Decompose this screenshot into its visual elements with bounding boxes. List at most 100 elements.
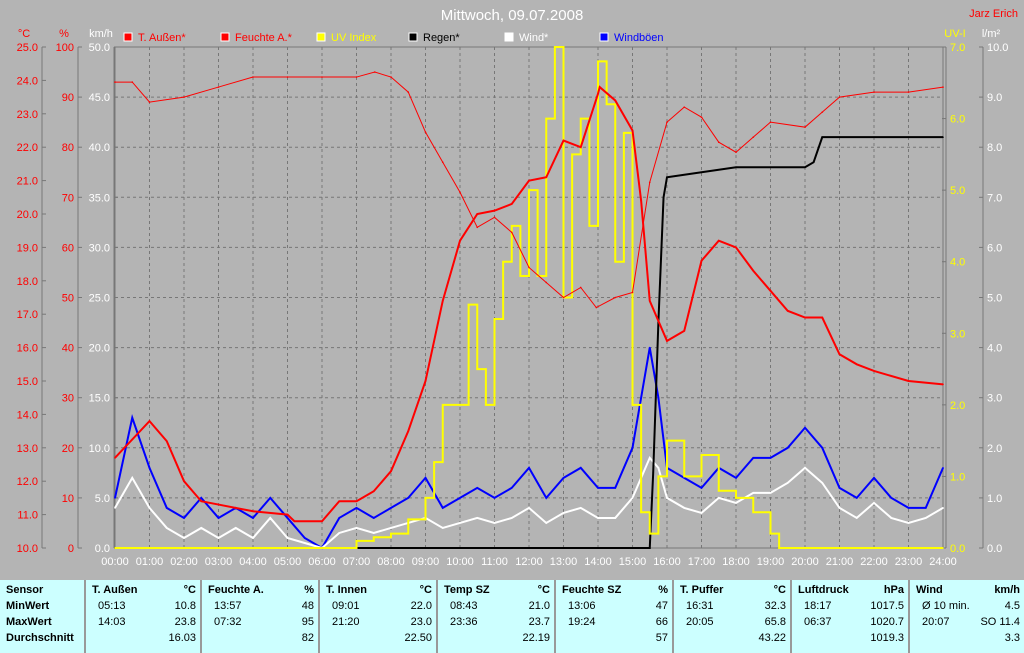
series-wind-point [683,507,686,509]
max-value: 66 [655,616,668,628]
series-temp-point [476,213,479,215]
humidity-tick-label: 60 [62,242,74,254]
legend-swatch [504,32,514,42]
series-wind-point [338,517,341,519]
series-wind-point [234,527,237,529]
series-wind-point [855,517,858,519]
wind-tick-label: 35.0 [89,192,110,204]
series-wind-point [804,467,806,469]
series-humidity-point [131,81,134,83]
series-uv-point [372,536,375,539]
temp-tick-label: 22.0 [17,142,38,154]
series-humidity-point [355,76,358,78]
series-uv-point [666,439,668,442]
series-wind-point [183,517,185,519]
uv-tick-label: 3.0 [950,328,965,340]
series-wind-point [648,457,651,459]
series-wind-point [769,457,772,459]
uv-tick-label: 6.0 [950,114,965,126]
temp-tick-label: 13.0 [17,443,38,455]
rain-tick-label: 7.0 [987,192,1002,204]
series-uv-point [648,532,651,535]
series-uv-point [424,497,427,499]
humidity-tick-label: 100 [56,42,74,54]
series-temp-point [579,146,582,148]
wind-tick-label: 15.0 [89,393,110,405]
series-wind-point [942,467,944,469]
rain-unit-label: l/m² [982,28,1001,40]
temp-tick-label: 17.0 [17,309,38,321]
series-humidity-point [493,216,496,219]
x-tick-label: 03:00 [205,556,233,568]
sensor-name: T. Außen [92,584,138,596]
series-wind-point [407,497,410,499]
x-tick-label: 12:00 [515,556,543,568]
series-wind-line [114,455,944,550]
series-uv-point [942,547,944,549]
avg-value: 22.19 [522,632,550,644]
series-temp-point [183,480,185,483]
max-time: 06:37 [804,616,832,628]
series-wind-point [269,497,272,499]
avg-value: 16.03 [168,632,196,644]
series-temp-point [821,316,824,319]
series-wind-point [165,527,168,529]
series-humidity-point [476,226,479,229]
series-wind-point [131,477,134,479]
series-temp-point [165,440,168,442]
series-humidity-point [579,286,582,289]
humidity-tick-label: 50 [62,293,74,305]
series-wind-point [528,507,530,509]
series-temp-point [683,330,686,332]
series-uv-point [459,404,461,406]
series-wind-point [873,502,875,504]
series-wind-point [821,482,824,484]
series-humidity-point [321,76,323,78]
x-tick-label: 14:00 [584,556,612,568]
x-tick-label: 08:00 [377,556,405,568]
series-wind-point [657,467,660,469]
stats-column: Feuchte SZ% 13:06 47 19:24 66 57 [556,580,674,653]
stats-table: Sensor MinWert MaxWert Durchschnitt T. A… [0,580,1024,653]
min-value: 47 [655,600,668,612]
x-tick-label: 04:00 [239,556,267,568]
series-temp-point [114,457,116,459]
humidity-tick-label: 30 [62,393,74,405]
max-value: 1020.7 [870,616,904,628]
series-wind-point [372,517,375,519]
legend-swatch [220,32,230,42]
series-temp-point [631,129,634,132]
series-temp-point [293,520,296,523]
series-wind-point [252,537,254,539]
series-temp-point [545,176,548,179]
wind-tick-label: 25.0 [89,293,110,305]
series-wind-point [631,447,634,449]
temp-tick-label: 25.0 [17,42,38,54]
series-wind-point [510,517,513,519]
series-humidity-point [631,291,634,294]
series-humidity-point [373,71,376,73]
series-humidity-point [648,181,651,184]
series-wind-point [441,507,444,509]
series-uv-point [441,404,444,406]
row-label: Sensor [6,584,44,596]
series-temp-point [804,316,806,319]
min-value: 1017.5 [870,600,904,612]
series-humidity-point [424,131,427,133]
series-wind-point [528,467,530,469]
series-uv-point [502,260,504,263]
series-uv-point [476,368,479,370]
series-humidity-point [183,96,185,98]
series-uv-point [114,547,116,549]
series-humidity-point [683,106,686,108]
series-wind-point [200,497,203,499]
stats-row-labels: Sensor MinWert MaxWert Durchschnitt [0,580,86,653]
series-wind-point [441,527,444,529]
series-rain-point [769,166,772,169]
series-humidity-point [821,111,824,113]
series-uv-point [467,303,470,306]
series-wind-point [114,497,116,499]
legend-label: Wind* [519,32,549,44]
max-time: 14:03 [98,616,126,628]
min-time: 18:17 [804,600,832,612]
